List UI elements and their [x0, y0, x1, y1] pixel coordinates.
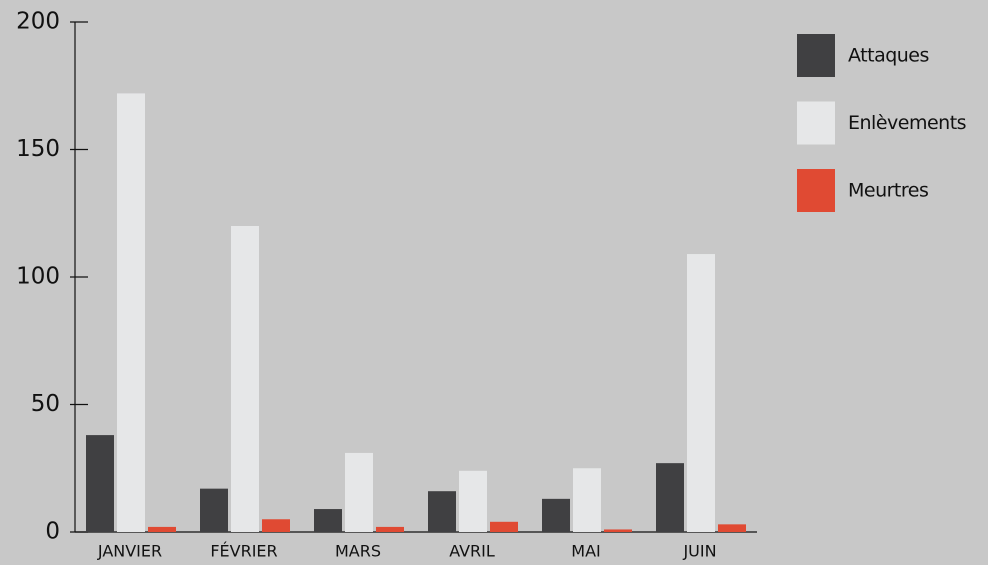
bar: [542, 498, 570, 532]
bar: [604, 529, 632, 532]
x-tick-label: JANVIER: [97, 542, 162, 561]
bar: [376, 526, 404, 532]
x-tick-label: FÉVRIER: [210, 542, 277, 561]
bar: [718, 524, 746, 532]
bar: [345, 452, 373, 532]
bar: [86, 435, 114, 532]
bar: [148, 526, 176, 532]
x-tick-label: MARS: [335, 542, 381, 561]
bar: [200, 488, 228, 532]
bar: [231, 226, 259, 532]
legend-label: Meurtres: [848, 180, 928, 202]
bar: [428, 491, 456, 532]
legend-label: Attaques: [848, 45, 929, 67]
bar: [117, 93, 145, 533]
legend-swatch: [797, 169, 835, 212]
legend-swatch: [797, 101, 835, 145]
bar: [656, 463, 684, 532]
x-tick-label: AVRIL: [449, 542, 495, 561]
y-tick-label: 200: [16, 9, 60, 35]
legend-label: Enlèvements: [848, 112, 966, 134]
y-tick-label: 150: [16, 136, 60, 162]
x-tick-label: JUIN: [682, 542, 716, 561]
x-tick-label: MAI: [571, 542, 600, 561]
y-tick-label: 50: [31, 391, 60, 417]
y-tick-label: 0: [45, 519, 60, 545]
bar: [687, 254, 715, 533]
legend-swatch: [797, 34, 835, 77]
bar: [459, 470, 487, 532]
bar: [314, 509, 342, 532]
y-tick-label: 100: [16, 264, 60, 290]
bar: [573, 468, 601, 532]
bar: [262, 519, 290, 532]
bar: [490, 521, 518, 532]
